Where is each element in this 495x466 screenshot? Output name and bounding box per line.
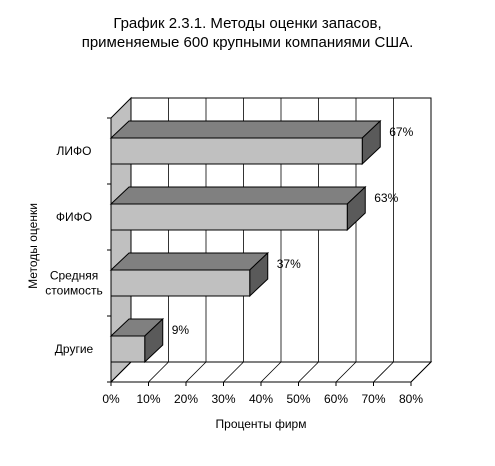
x-tick-label: 30% (211, 392, 235, 406)
x-tick-label: 10% (136, 392, 160, 406)
floor-gridline (148, 361, 169, 383)
x-tick-label: 50% (286, 392, 310, 406)
x-axis-title: Проценты фирм (216, 417, 307, 431)
bar-top (109, 252, 270, 271)
x-tick-label: 80% (399, 392, 423, 406)
category-label: стоимость (45, 284, 102, 298)
category-label: Средняя (50, 269, 98, 283)
chart-title-line-2: применяемые 600 крупными компаниями США. (81, 34, 414, 51)
x-tick-label: 60% (324, 392, 348, 406)
data-label: 67% (389, 125, 413, 139)
chart-title-line-1: График 2.3.1. Методы оценки запасов, (113, 15, 382, 32)
chart-title: График 2.3.1. Методы оценки запасов, при… (0, 14, 495, 52)
floor-gridline (410, 361, 432, 383)
bar (110, 203, 348, 231)
x-tick-label: 0% (102, 392, 120, 406)
floor-gridline (110, 361, 132, 383)
category-label: ЛИФО (57, 144, 92, 158)
floor-gridline (298, 361, 319, 383)
category-label: Другие (55, 342, 94, 356)
floor-gridline (185, 361, 207, 383)
bar (110, 335, 146, 363)
floor-gridline (373, 361, 394, 383)
x-tick-label: 20% (174, 392, 198, 406)
data-label: 37% (277, 257, 301, 271)
floor-gridline (335, 361, 357, 383)
floor-gridline (223, 361, 244, 383)
floor-gridline (260, 361, 282, 383)
data-label: 63% (374, 191, 398, 205)
x-tick-label: 40% (249, 392, 273, 406)
bar (110, 137, 363, 165)
bar-top (109, 120, 382, 139)
data-label: 9% (172, 323, 190, 337)
bar (110, 269, 251, 297)
x-tick-label: 70% (361, 392, 385, 406)
y-axis-title: Методы оценки (26, 203, 40, 289)
category-label: ФИФО (56, 210, 92, 224)
bar-top (109, 186, 367, 205)
